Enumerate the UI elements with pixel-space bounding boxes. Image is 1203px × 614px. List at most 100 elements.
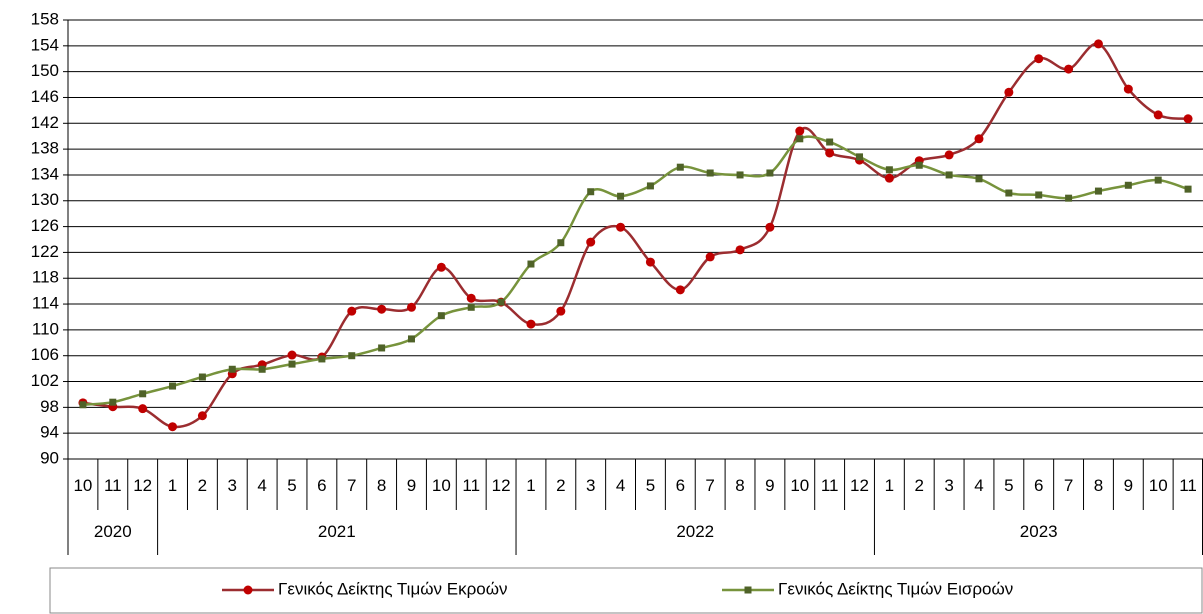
marker [795,126,805,136]
marker [587,188,595,196]
x-tick-label: 11 [821,476,839,495]
marker [736,171,744,179]
marker [944,150,954,160]
marker [497,298,505,306]
x-tick-label: 3 [228,476,237,495]
x-tick-label: 11 [1179,476,1197,495]
x-tick-label: 10 [73,476,92,495]
marker [974,134,984,144]
x-tick-label: 2 [915,476,924,495]
marker [856,153,864,161]
marker [766,169,774,177]
x-tick-label: 5 [646,476,655,495]
x-tick-label: 1 [526,476,535,495]
marker [646,182,654,190]
legend-marker [243,585,253,595]
x-tick-label: 12 [850,476,869,495]
x-group-label: 2022 [676,522,714,541]
marker [826,138,834,146]
marker [975,175,983,183]
x-tick-label: 9 [765,476,774,495]
marker [437,312,445,320]
x-tick-label: 4 [974,476,983,495]
marker [197,411,207,421]
legend-label: Γενικός Δείκτης Τιμών Εκροών [278,579,508,598]
x-tick-label: 7 [347,476,356,495]
marker [645,257,655,267]
y-tick-label: 134 [31,164,59,183]
y-tick-label: 158 [31,9,59,28]
x-tick-label: 1 [885,476,894,495]
marker [825,148,835,158]
marker [287,350,297,360]
marker [138,404,148,414]
y-tick-label: 142 [31,113,59,132]
marker [1124,181,1132,189]
marker [616,222,626,232]
marker [466,293,476,303]
marker [198,373,206,381]
y-tick-label: 94 [40,423,59,442]
x-tick-label: 4 [616,476,625,495]
marker [586,237,596,247]
marker [765,222,775,232]
marker [1123,84,1133,94]
marker [1183,114,1193,124]
y-tick-label: 102 [31,371,59,390]
marker [348,352,356,360]
legend-marker [744,586,752,594]
marker [79,401,87,409]
x-tick-label: 10 [1149,476,1168,495]
legend-box [49,567,1203,614]
marker [706,169,714,177]
x-tick-label: 1 [168,476,177,495]
marker [796,135,804,143]
y-tick-label: 126 [31,216,59,235]
marker [467,303,475,311]
x-tick-label: 3 [586,476,595,495]
marker [1064,64,1074,74]
x-tick-label: 6 [1034,476,1043,495]
marker [527,260,535,268]
marker [885,166,893,174]
marker [109,398,117,406]
marker [228,365,236,373]
x-tick-label: 8 [377,476,386,495]
x-tick-label: 5 [1004,476,1013,495]
marker [945,171,953,179]
marker [915,161,923,169]
y-tick-label: 122 [31,242,59,261]
marker [1004,87,1014,97]
x-tick-label: 7 [705,476,714,495]
x-group-label: 2020 [94,522,132,541]
marker [406,302,416,312]
x-tick-label: 5 [287,476,296,495]
x-tick-label: 4 [257,476,266,495]
x-tick-label: 6 [676,476,685,495]
marker [705,252,715,262]
marker [168,422,178,432]
x-tick-label: 10 [790,476,809,495]
series-line [82,42,1189,429]
y-tick-label: 154 [31,35,59,54]
x-tick-label: 3 [944,476,953,495]
marker [557,239,565,247]
y-tick-label: 130 [31,190,59,209]
marker [258,365,266,373]
x-group-label: 2023 [1020,522,1058,541]
y-tick-label: 146 [31,87,59,106]
marker [436,262,446,272]
marker [1065,194,1073,202]
marker [318,355,326,363]
y-tick-label: 114 [32,294,59,313]
marker [735,245,745,255]
marker [556,306,566,316]
marker [169,382,177,390]
x-tick-label: 10 [432,476,451,495]
marker [617,192,625,200]
x-tick-label: 7 [1064,476,1073,495]
marker [407,335,415,343]
y-tick-label: 90 [40,448,59,467]
y-tick-label: 150 [31,61,59,80]
y-tick-label: 106 [31,345,59,364]
